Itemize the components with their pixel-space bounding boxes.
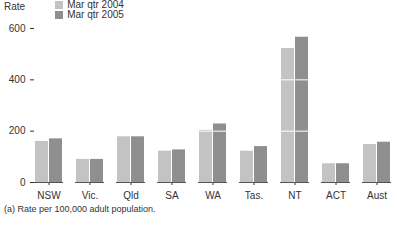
html-text:(a) Rate per 100,000 adult pop: (a) Rate per 100,000 adult population. <box>4 204 156 214</box>
html-text:Mar qtr 2005: Mar qtr 2005 <box>67 9 124 20</box>
svg-text:400: 400 <box>9 74 26 85</box>
html-text:Mar qtr 2004: Mar qtr 2004 <box>67 0 124 10</box>
svg-text:200: 200 <box>9 125 26 136</box>
svg-text:NSW: NSW <box>37 190 61 201</box>
svg-text:Vic.: Vic. <box>82 190 99 201</box>
svg-text:600: 600 <box>9 23 26 34</box>
svg-text:WA: WA <box>205 190 221 201</box>
svg-text:Qld: Qld <box>123 190 139 201</box>
svg-text:ACT: ACT <box>326 190 346 201</box>
html-text:Rate: Rate <box>4 1 26 12</box>
svg-text:Tas.: Tas. <box>245 190 263 201</box>
svg-text:SA: SA <box>165 190 179 201</box>
svg-text:NT: NT <box>288 190 301 201</box>
svg-text:0: 0 <box>20 177 26 188</box>
svg-text:Aust: Aust <box>367 190 387 201</box>
